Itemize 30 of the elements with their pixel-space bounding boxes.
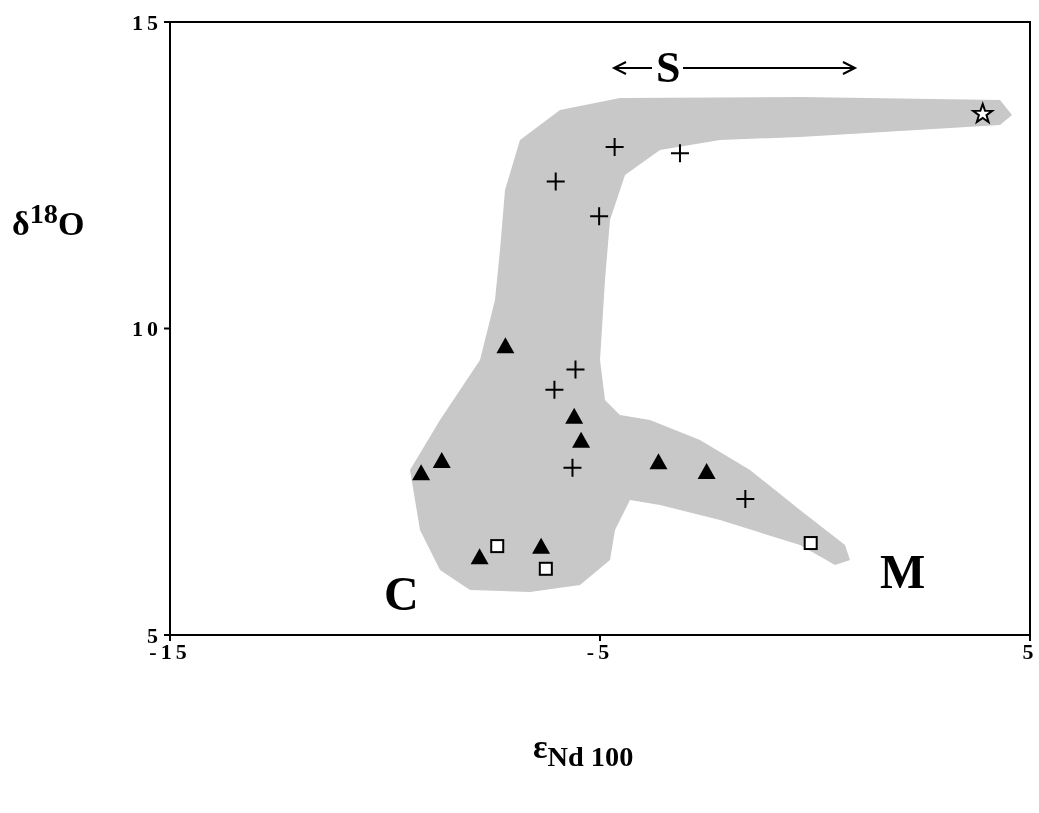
point bbox=[562, 457, 583, 478]
annotation: C bbox=[384, 567, 419, 620]
point bbox=[735, 488, 756, 509]
point bbox=[496, 337, 515, 354]
point bbox=[572, 431, 591, 448]
point bbox=[972, 102, 994, 124]
x-axis-title: ε$_{Nd 100}$ bbox=[533, 728, 634, 773]
point bbox=[649, 453, 668, 470]
point bbox=[565, 359, 586, 380]
point bbox=[545, 171, 566, 192]
point bbox=[470, 548, 489, 565]
annotation: S bbox=[656, 43, 681, 92]
point bbox=[697, 462, 716, 479]
y-tick-label: 10 bbox=[132, 316, 162, 342]
point bbox=[589, 206, 610, 227]
y-axis-title: δ$^{18}$O bbox=[12, 198, 85, 244]
point bbox=[544, 379, 565, 400]
point bbox=[538, 561, 553, 576]
point bbox=[604, 137, 625, 158]
annotation: M bbox=[880, 545, 926, 598]
point bbox=[532, 537, 551, 554]
x-tick-label: -5 bbox=[586, 638, 614, 664]
point bbox=[412, 464, 431, 481]
point bbox=[565, 407, 584, 424]
y-tick-label: 15 bbox=[132, 9, 162, 35]
point bbox=[803, 536, 818, 551]
point bbox=[669, 143, 690, 164]
point bbox=[432, 451, 451, 468]
x-tick-label: 5 bbox=[1022, 638, 1038, 664]
point bbox=[490, 539, 505, 554]
